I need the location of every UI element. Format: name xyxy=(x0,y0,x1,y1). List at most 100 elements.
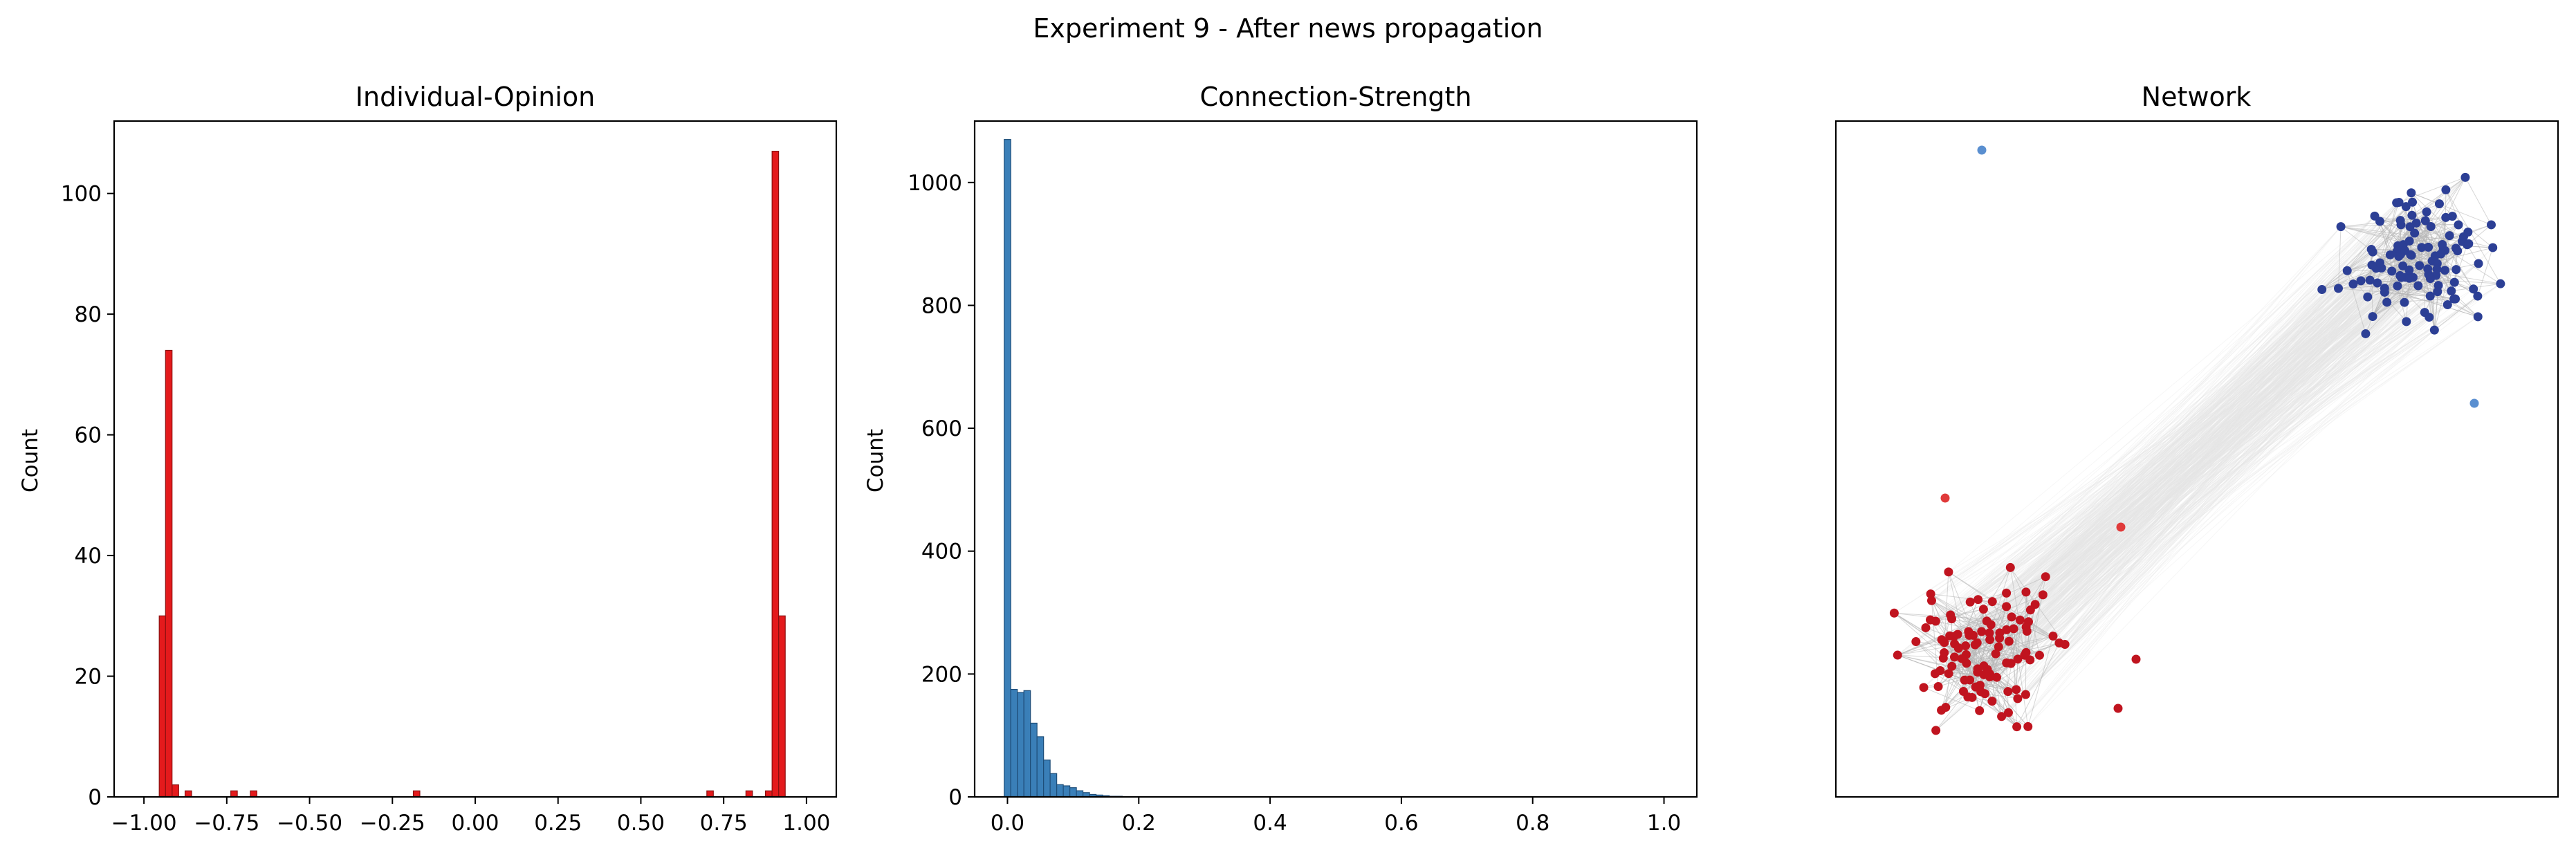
strength-y-axis-label: Count xyxy=(863,429,888,493)
network-edge xyxy=(2017,268,2438,699)
network-edge xyxy=(1977,220,2401,672)
y-tick-label: 60 xyxy=(75,423,102,448)
network-edge xyxy=(1976,291,2438,643)
network-edge xyxy=(2025,296,2368,695)
network-edge xyxy=(1998,243,2469,647)
network-edge xyxy=(2384,291,2448,305)
network-edge xyxy=(1958,202,2400,648)
network-edge xyxy=(2045,268,2382,578)
network-edge xyxy=(2028,316,2373,623)
network-node xyxy=(2460,172,2470,182)
network-node xyxy=(2048,632,2058,641)
network-node xyxy=(2015,615,2025,625)
network-edge xyxy=(1983,223,2417,675)
network-node xyxy=(2002,625,2012,634)
network-node xyxy=(2113,704,2123,713)
y-tick-label: 80 xyxy=(75,302,102,327)
network-edge xyxy=(2006,277,2413,630)
network-edge xyxy=(1980,256,2400,692)
network-edge xyxy=(1966,251,2373,655)
network-edge xyxy=(1969,215,2375,603)
network-edge xyxy=(1991,601,2007,630)
network-edge xyxy=(2001,620,2021,717)
network-edge xyxy=(2025,241,2410,695)
network-edge xyxy=(1969,321,2407,681)
network-node xyxy=(2385,250,2395,259)
network-edge xyxy=(2017,245,2398,660)
network-edge xyxy=(2020,291,2438,620)
network-edge xyxy=(2346,202,2400,271)
network-edge xyxy=(2025,275,2437,695)
network-edge xyxy=(1951,249,2372,667)
network-edge xyxy=(1931,284,2354,601)
network-edge xyxy=(2030,275,2400,611)
network-node xyxy=(1926,596,1936,605)
network-edge xyxy=(1969,244,2404,681)
network-edge xyxy=(1973,226,2342,636)
network-edge xyxy=(1963,275,2437,692)
network-edge xyxy=(1996,269,2457,678)
network-node xyxy=(2425,291,2435,301)
network-node xyxy=(2401,202,2411,212)
network-edge xyxy=(1954,235,2450,658)
network-edge xyxy=(1969,249,2444,636)
network-node xyxy=(2474,259,2483,268)
network-edge xyxy=(1935,248,2456,622)
network-edge xyxy=(2425,220,2456,300)
network-edge xyxy=(1989,291,2452,674)
network-edge xyxy=(2337,226,2342,288)
network-edge xyxy=(2013,214,2413,629)
network-edge xyxy=(2380,221,2402,278)
network-node xyxy=(2393,241,2403,250)
network-edge xyxy=(2030,268,2382,661)
network-edge xyxy=(2039,296,2368,656)
opinion-histogram-title: Individual-Opinion xyxy=(356,82,595,112)
network-edge xyxy=(2030,282,2378,611)
network-edge xyxy=(1989,269,2457,674)
network-edge xyxy=(2001,285,2439,717)
network-edge xyxy=(2398,176,2466,203)
network-edge xyxy=(1986,244,2443,622)
network-edge xyxy=(2007,241,2463,692)
network-edge xyxy=(2017,221,2380,660)
network-node xyxy=(1991,649,2000,659)
network-edge xyxy=(1985,280,2362,695)
network-edge xyxy=(1897,654,2018,699)
network-edge xyxy=(1986,269,2410,622)
network-edge xyxy=(1953,277,2406,637)
network-edge xyxy=(1930,277,2406,594)
network-edge xyxy=(1967,283,2501,697)
network-edge xyxy=(1969,298,2454,681)
network-edge xyxy=(1948,316,2373,573)
network-edge xyxy=(1944,217,2447,643)
network-edge xyxy=(1978,241,2410,600)
network-edge xyxy=(2006,280,2362,630)
network-edge xyxy=(1950,246,2429,616)
network-edge xyxy=(1978,298,2454,600)
network-node xyxy=(2003,708,2013,717)
network-node xyxy=(1978,605,1988,614)
network-edge xyxy=(1958,216,2453,649)
network-edge xyxy=(1930,288,2474,620)
network-node xyxy=(2003,687,2013,697)
network-edge xyxy=(1989,254,2411,634)
network-edge xyxy=(1974,274,2429,645)
network-edge xyxy=(2367,255,2391,297)
y-tick-label: 40 xyxy=(75,544,102,569)
inter-cluster-edges xyxy=(1894,177,2501,731)
network-edge xyxy=(2465,177,2492,226)
network-edge xyxy=(1941,265,2403,641)
network-node xyxy=(2373,278,2382,288)
network-edge xyxy=(2026,216,2375,632)
network-node xyxy=(2395,270,2405,280)
network-edge xyxy=(2006,251,2373,607)
network-edge xyxy=(2034,245,2398,605)
opinion-y-ticks: 0 20 40 60 80 100 xyxy=(61,182,114,810)
network-edge xyxy=(2016,594,2043,690)
network-edge xyxy=(2059,211,2427,643)
network-node xyxy=(1931,726,1941,735)
network-edge xyxy=(1980,249,2372,686)
network-edge xyxy=(1935,226,2431,674)
network-edge xyxy=(1987,250,2405,670)
network-node xyxy=(1919,683,1929,692)
